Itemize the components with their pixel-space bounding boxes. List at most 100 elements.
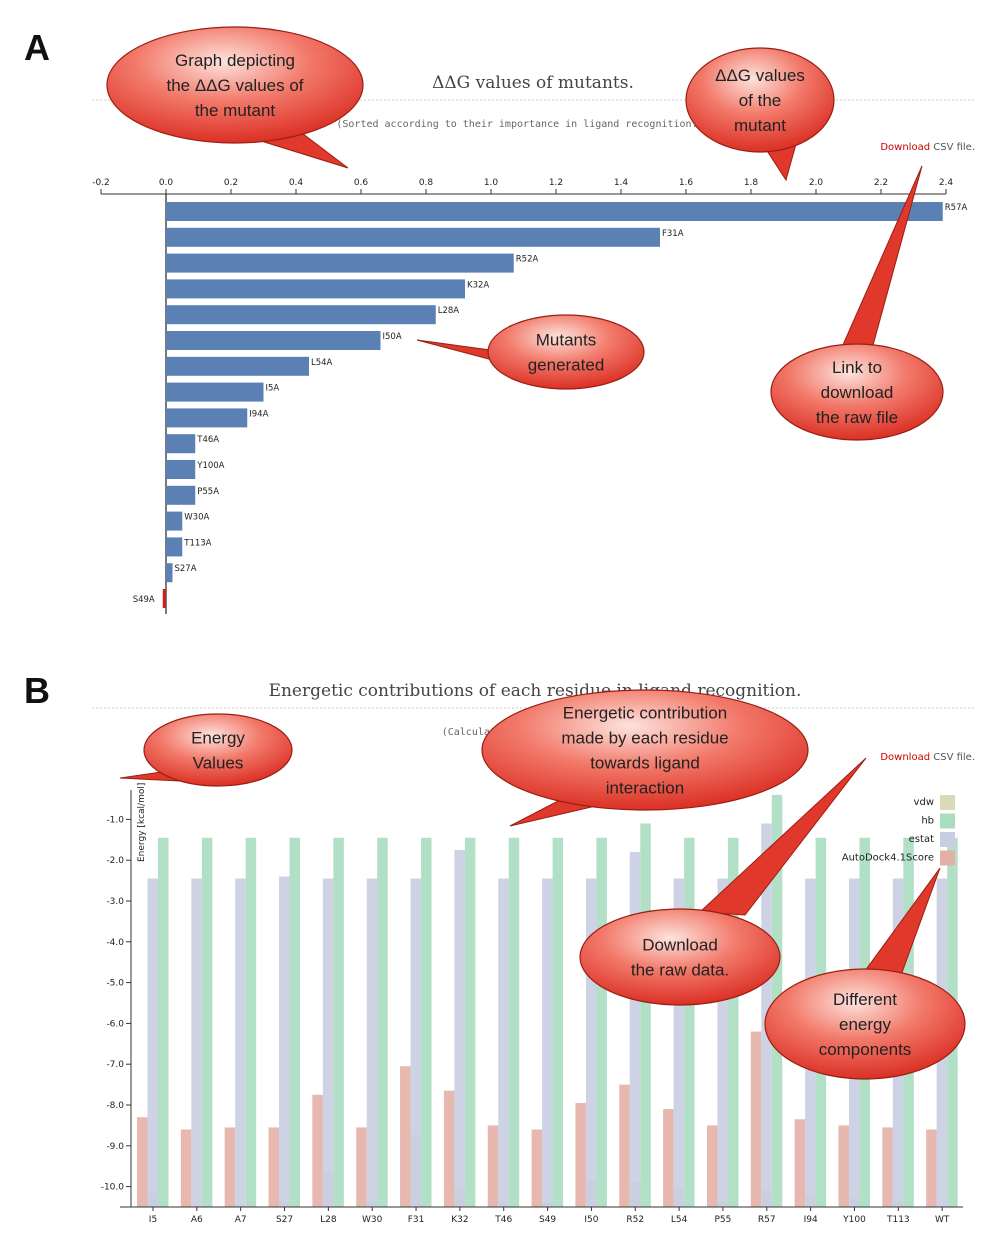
y-tick-label: -1.0 xyxy=(106,815,124,825)
callout-link: Link to download the raw file xyxy=(770,165,944,441)
bar-i5a xyxy=(166,382,264,402)
bar-label-t113a: T113A xyxy=(183,538,211,548)
callout-components-line: components xyxy=(819,1040,912,1059)
legend-label-autodock41score: AutoDock4.1Score xyxy=(842,853,934,864)
x-tick-label-t46: T46 xyxy=(494,1215,512,1225)
download-csv-link-b[interactable]: Download CSV file. xyxy=(880,752,975,763)
legend-label-vdw: vdw xyxy=(914,797,934,808)
bar-estat-l54 xyxy=(673,878,685,1207)
bar-label-t46a: T46A xyxy=(196,435,219,445)
bar-hb-f31 xyxy=(421,837,432,1207)
bar-autodock41score-w30 xyxy=(356,1127,367,1207)
callout-link-line: the raw file xyxy=(816,408,898,427)
x-tick-label: 1.8 xyxy=(744,178,759,188)
callout-ddg-line: mutant xyxy=(734,116,786,135)
bar-hb-s49 xyxy=(552,837,564,1207)
callout-energy: Energy Values xyxy=(119,713,293,787)
bar-t46a xyxy=(166,434,196,454)
callout-link-shape xyxy=(770,343,944,441)
callout-graph-line: Graph depicting xyxy=(175,51,295,70)
bar-r57a xyxy=(166,202,943,221)
bar-label-s27a: S27A xyxy=(175,564,197,574)
x-tick-label-l28: L28 xyxy=(320,1215,337,1225)
bar-i50a xyxy=(166,331,381,350)
x-tick-label: 1.2 xyxy=(549,178,563,188)
callout-contribution-line: towards ligand xyxy=(590,754,700,773)
y-tick-label: -2.0 xyxy=(106,856,124,866)
bar-l28a xyxy=(166,305,436,325)
download-csv-link-a[interactable]: Download CSV file. xyxy=(880,142,975,153)
x-tick-label: -0.2 xyxy=(92,178,110,188)
bar-label-r57a: R57A xyxy=(945,203,968,213)
bar-hb-a6 xyxy=(201,837,213,1207)
chart-a-bars: R57A F31A R52A K32A L28A I50A L54A I5A I94A T46A Y… xyxy=(133,202,968,608)
callout-link-tail xyxy=(841,165,923,350)
bar-label-r52a: R52A xyxy=(516,255,539,265)
bar-label-i50a: I50A xyxy=(383,332,402,342)
bar-label-l28a: L28A xyxy=(438,306,460,316)
y-tick-label: -9.0 xyxy=(106,1142,124,1152)
bar-autodock41score-t113 xyxy=(882,1127,893,1207)
panel-b-letter: B xyxy=(24,670,50,711)
x-tick-label-a7: A7 xyxy=(235,1215,247,1225)
chart-b-axes: I5 A6 A7 S27 L28 W30 F31 K32 T46 S49 I50 R52 L54 P55 R… xyxy=(101,790,963,1225)
y-tick-label: -3.0 xyxy=(106,897,124,907)
bar-autodock41score-i5 xyxy=(137,1117,148,1207)
bar-hb-i5 xyxy=(158,837,169,1207)
legend-swatch-hb xyxy=(940,813,955,829)
callout-download-raw-line: Download xyxy=(642,936,718,955)
callout-ddg: ΔΔG values of the mutant xyxy=(685,47,835,182)
x-tick-label: 2.0 xyxy=(809,178,824,188)
bar-estat-i5 xyxy=(147,878,158,1207)
bar-y100a xyxy=(166,460,196,479)
callout-contribution-line: Energetic contribution xyxy=(563,704,727,723)
bar-estat-a7 xyxy=(235,878,246,1207)
legend-swatch-vdw xyxy=(940,795,955,810)
bar-t113a xyxy=(166,537,183,557)
panel-a-letter: A xyxy=(24,27,50,68)
bar-estat-t46 xyxy=(498,878,509,1207)
bar-hb-l54 xyxy=(684,837,695,1207)
bar-s27a xyxy=(166,563,173,583)
bar-w30a xyxy=(166,511,183,531)
bar-label-s49a: S49A xyxy=(133,595,155,605)
bar-estat-r52 xyxy=(629,852,641,1207)
x-tick-label: 0.2 xyxy=(224,178,238,188)
callout-contribution: Energetic contribution made by each resid… xyxy=(481,689,809,827)
x-tick-label: 0.4 xyxy=(289,178,304,188)
legend-swatch-autodock41score xyxy=(940,850,955,866)
x-tick-label: 2.2 xyxy=(874,178,888,188)
callout-ddg-line: ΔΔG values xyxy=(715,66,805,85)
bar-autodock41score-p55 xyxy=(706,1125,718,1207)
x-tick-label-a6: A6 xyxy=(191,1215,203,1225)
callout-contribution-line: interaction xyxy=(606,779,684,798)
x-tick-label: 1.4 xyxy=(614,178,629,188)
bar-estat-i50 xyxy=(585,878,597,1207)
legend-swatch-estat xyxy=(940,832,955,847)
callout-contribution-shape xyxy=(481,689,809,811)
chart-b-y-label: Energy [kcal/mol] xyxy=(137,783,147,862)
bar-autodock41score-t46 xyxy=(487,1125,499,1207)
bar-i94a xyxy=(166,408,248,428)
x-tick-label-t113: T113 xyxy=(886,1215,910,1225)
callout-graph-line: the ΔΔG values of xyxy=(166,76,303,95)
callout-energy-line: Values xyxy=(193,754,244,773)
bar-autodock41score-i94 xyxy=(794,1119,806,1207)
callout-energy-line: Energy xyxy=(191,729,245,748)
bar-hb-t46 xyxy=(508,837,520,1207)
x-tick-label: 0.0 xyxy=(159,178,174,188)
callout-mutants-line: Mutants xyxy=(536,331,596,350)
bar-hb-s27 xyxy=(289,837,301,1207)
x-tick-label: 1.6 xyxy=(679,178,694,188)
bar-l54a xyxy=(166,356,309,376)
x-tick-label-l54: L54 xyxy=(671,1215,688,1225)
bar-label-w30a: W30A xyxy=(184,513,209,523)
bar-f31a xyxy=(166,227,660,247)
x-tick-label-s49: S49 xyxy=(539,1215,556,1225)
bar-hb-a7 xyxy=(245,837,257,1207)
bar-hb-k32 xyxy=(464,837,476,1207)
callout-mutants-shape xyxy=(487,314,645,390)
bar-autodock41score-f31 xyxy=(400,1066,411,1207)
callout-components: Different energy components xyxy=(764,867,966,1080)
